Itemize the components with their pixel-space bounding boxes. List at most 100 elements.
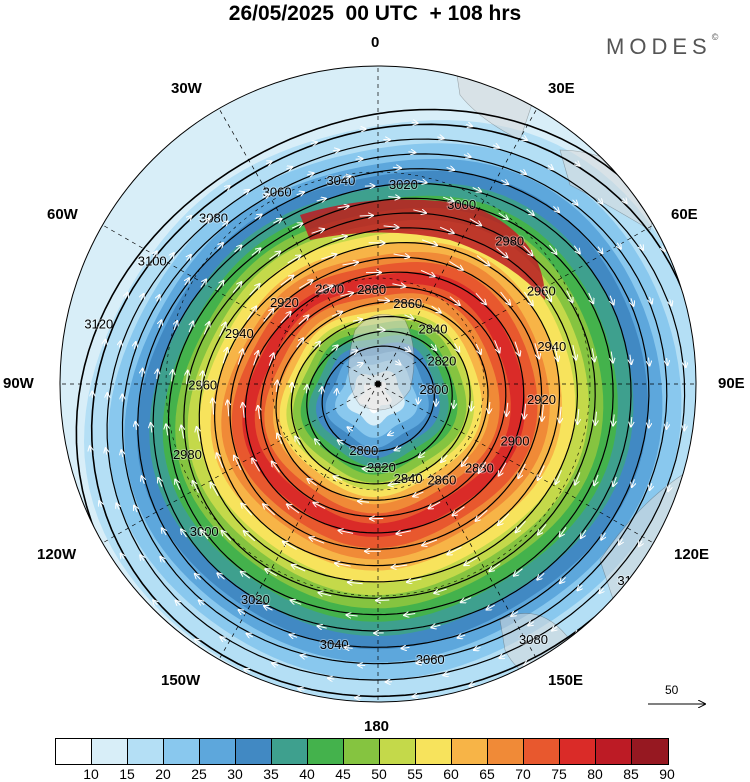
wind-arrow — [453, 506, 465, 516]
wind-arrow — [200, 280, 206, 288]
lon-label-120w: 120W — [37, 546, 77, 563]
lon-label-120e: 120E — [674, 546, 710, 563]
height-contour — [321, 345, 435, 452]
wind-arrow — [160, 557, 164, 563]
wind-arrow — [159, 320, 162, 329]
wind-arrow — [277, 434, 283, 445]
wind-arrow — [471, 401, 472, 410]
height-contour — [137, 168, 650, 648]
wind-arrow — [90, 446, 91, 453]
wind-arrow — [538, 465, 545, 480]
wind-arrow — [154, 251, 157, 256]
wind-arrow — [166, 424, 168, 436]
wind-arrow — [496, 247, 507, 258]
wind-arrow — [234, 246, 242, 253]
wind-arrow — [500, 291, 511, 305]
wind-arrow — [201, 371, 203, 387]
wind-arrow — [237, 349, 243, 365]
wind-arrow — [392, 565, 408, 567]
contour-label: 3000 — [447, 197, 476, 212]
wind-arrow — [350, 350, 357, 353]
contour-label: 3020 — [241, 592, 270, 607]
wind-arrow — [313, 503, 326, 510]
wind-arrow — [187, 255, 191, 261]
colorbar-tick-label: 35 — [263, 766, 279, 782]
wind-arrow — [252, 459, 261, 472]
wind-arrow — [662, 246, 665, 252]
wind-arrow — [560, 406, 562, 423]
wind-arrow — [313, 342, 320, 349]
wind-arrow — [298, 689, 305, 691]
wind-arrow — [332, 150, 340, 151]
wind-arrow — [431, 305, 441, 313]
wind-arrow — [685, 360, 686, 368]
wind-arrow — [560, 576, 566, 583]
colorbar-cell — [524, 739, 560, 764]
wind-arrow — [573, 245, 580, 254]
wind-arrow — [121, 554, 124, 559]
wind-arrow — [244, 669, 251, 672]
wind-arrow — [573, 200, 578, 205]
contour-label: 2960 — [527, 283, 556, 298]
wind-arrow — [291, 600, 302, 604]
wind-arrow — [475, 292, 486, 304]
wind-arrow — [524, 403, 526, 419]
wind-arrow — [577, 409, 578, 424]
brand-logo: MODES© — [606, 31, 719, 59]
wind-arrow — [316, 199, 326, 202]
wind-arrow — [234, 456, 242, 471]
wind-arrow — [356, 363, 363, 366]
wind-arrow — [211, 483, 219, 496]
wind-arrow — [186, 371, 187, 384]
wind-arrow — [494, 340, 500, 352]
wind-arrow — [489, 401, 490, 413]
wind-arrow — [599, 588, 603, 593]
wind-arrow — [395, 447, 402, 450]
map-boundary — [59, 65, 697, 703]
wind-arrow — [407, 579, 422, 582]
wind-arrow — [265, 569, 277, 577]
wind-arrow — [573, 344, 576, 360]
wind-arrow — [549, 244, 556, 254]
colorbar-tick-label: 70 — [515, 766, 531, 782]
wind-arrow — [321, 387, 322, 395]
wind-arrow — [310, 142, 317, 144]
wind-arrow — [217, 453, 224, 468]
pole-marker — [375, 381, 381, 387]
map-title: 26/05/2025 00 UTC + 108 hrs — [228, 2, 522, 25]
wind-arrow — [142, 369, 143, 377]
contour-label: 2800 — [349, 443, 378, 458]
wind-arrow — [264, 606, 273, 610]
wind-arrow — [116, 503, 119, 510]
wind-arrow — [280, 276, 294, 286]
wind-arrow — [106, 448, 107, 455]
wind-vectors — [90, 122, 704, 698]
wind-arrow — [296, 338, 304, 348]
wind-arrow — [217, 243, 223, 250]
wind-arrow — [404, 347, 411, 351]
colorbar-tick-label: 30 — [227, 766, 243, 782]
parallel — [271, 277, 485, 491]
wind-arrow — [514, 341, 520, 356]
colorbar-cell — [308, 739, 344, 764]
wind-arrow — [476, 509, 488, 521]
wind-arrow — [419, 452, 426, 457]
wind-arrow — [631, 417, 632, 426]
colorbar-tick-label: 60 — [443, 766, 459, 782]
meridian — [377, 224, 654, 385]
wind-arrow — [395, 361, 400, 365]
wind-arrow — [413, 491, 424, 497]
wind-arrow — [479, 461, 487, 473]
colorbar-cell — [200, 739, 236, 764]
lon-label-0: 0 — [371, 34, 380, 51]
wind-arrow — [172, 370, 173, 382]
wind-arrow — [668, 484, 670, 491]
wind-arrow — [489, 563, 501, 572]
wind-arrow — [332, 236, 347, 239]
wind-arrow — [280, 312, 291, 324]
wind-arrow — [363, 469, 371, 470]
wind-arrow — [286, 167, 292, 169]
wind-arrow — [334, 476, 343, 480]
wind-arrow — [581, 529, 587, 538]
wind-arrow — [538, 523, 547, 534]
